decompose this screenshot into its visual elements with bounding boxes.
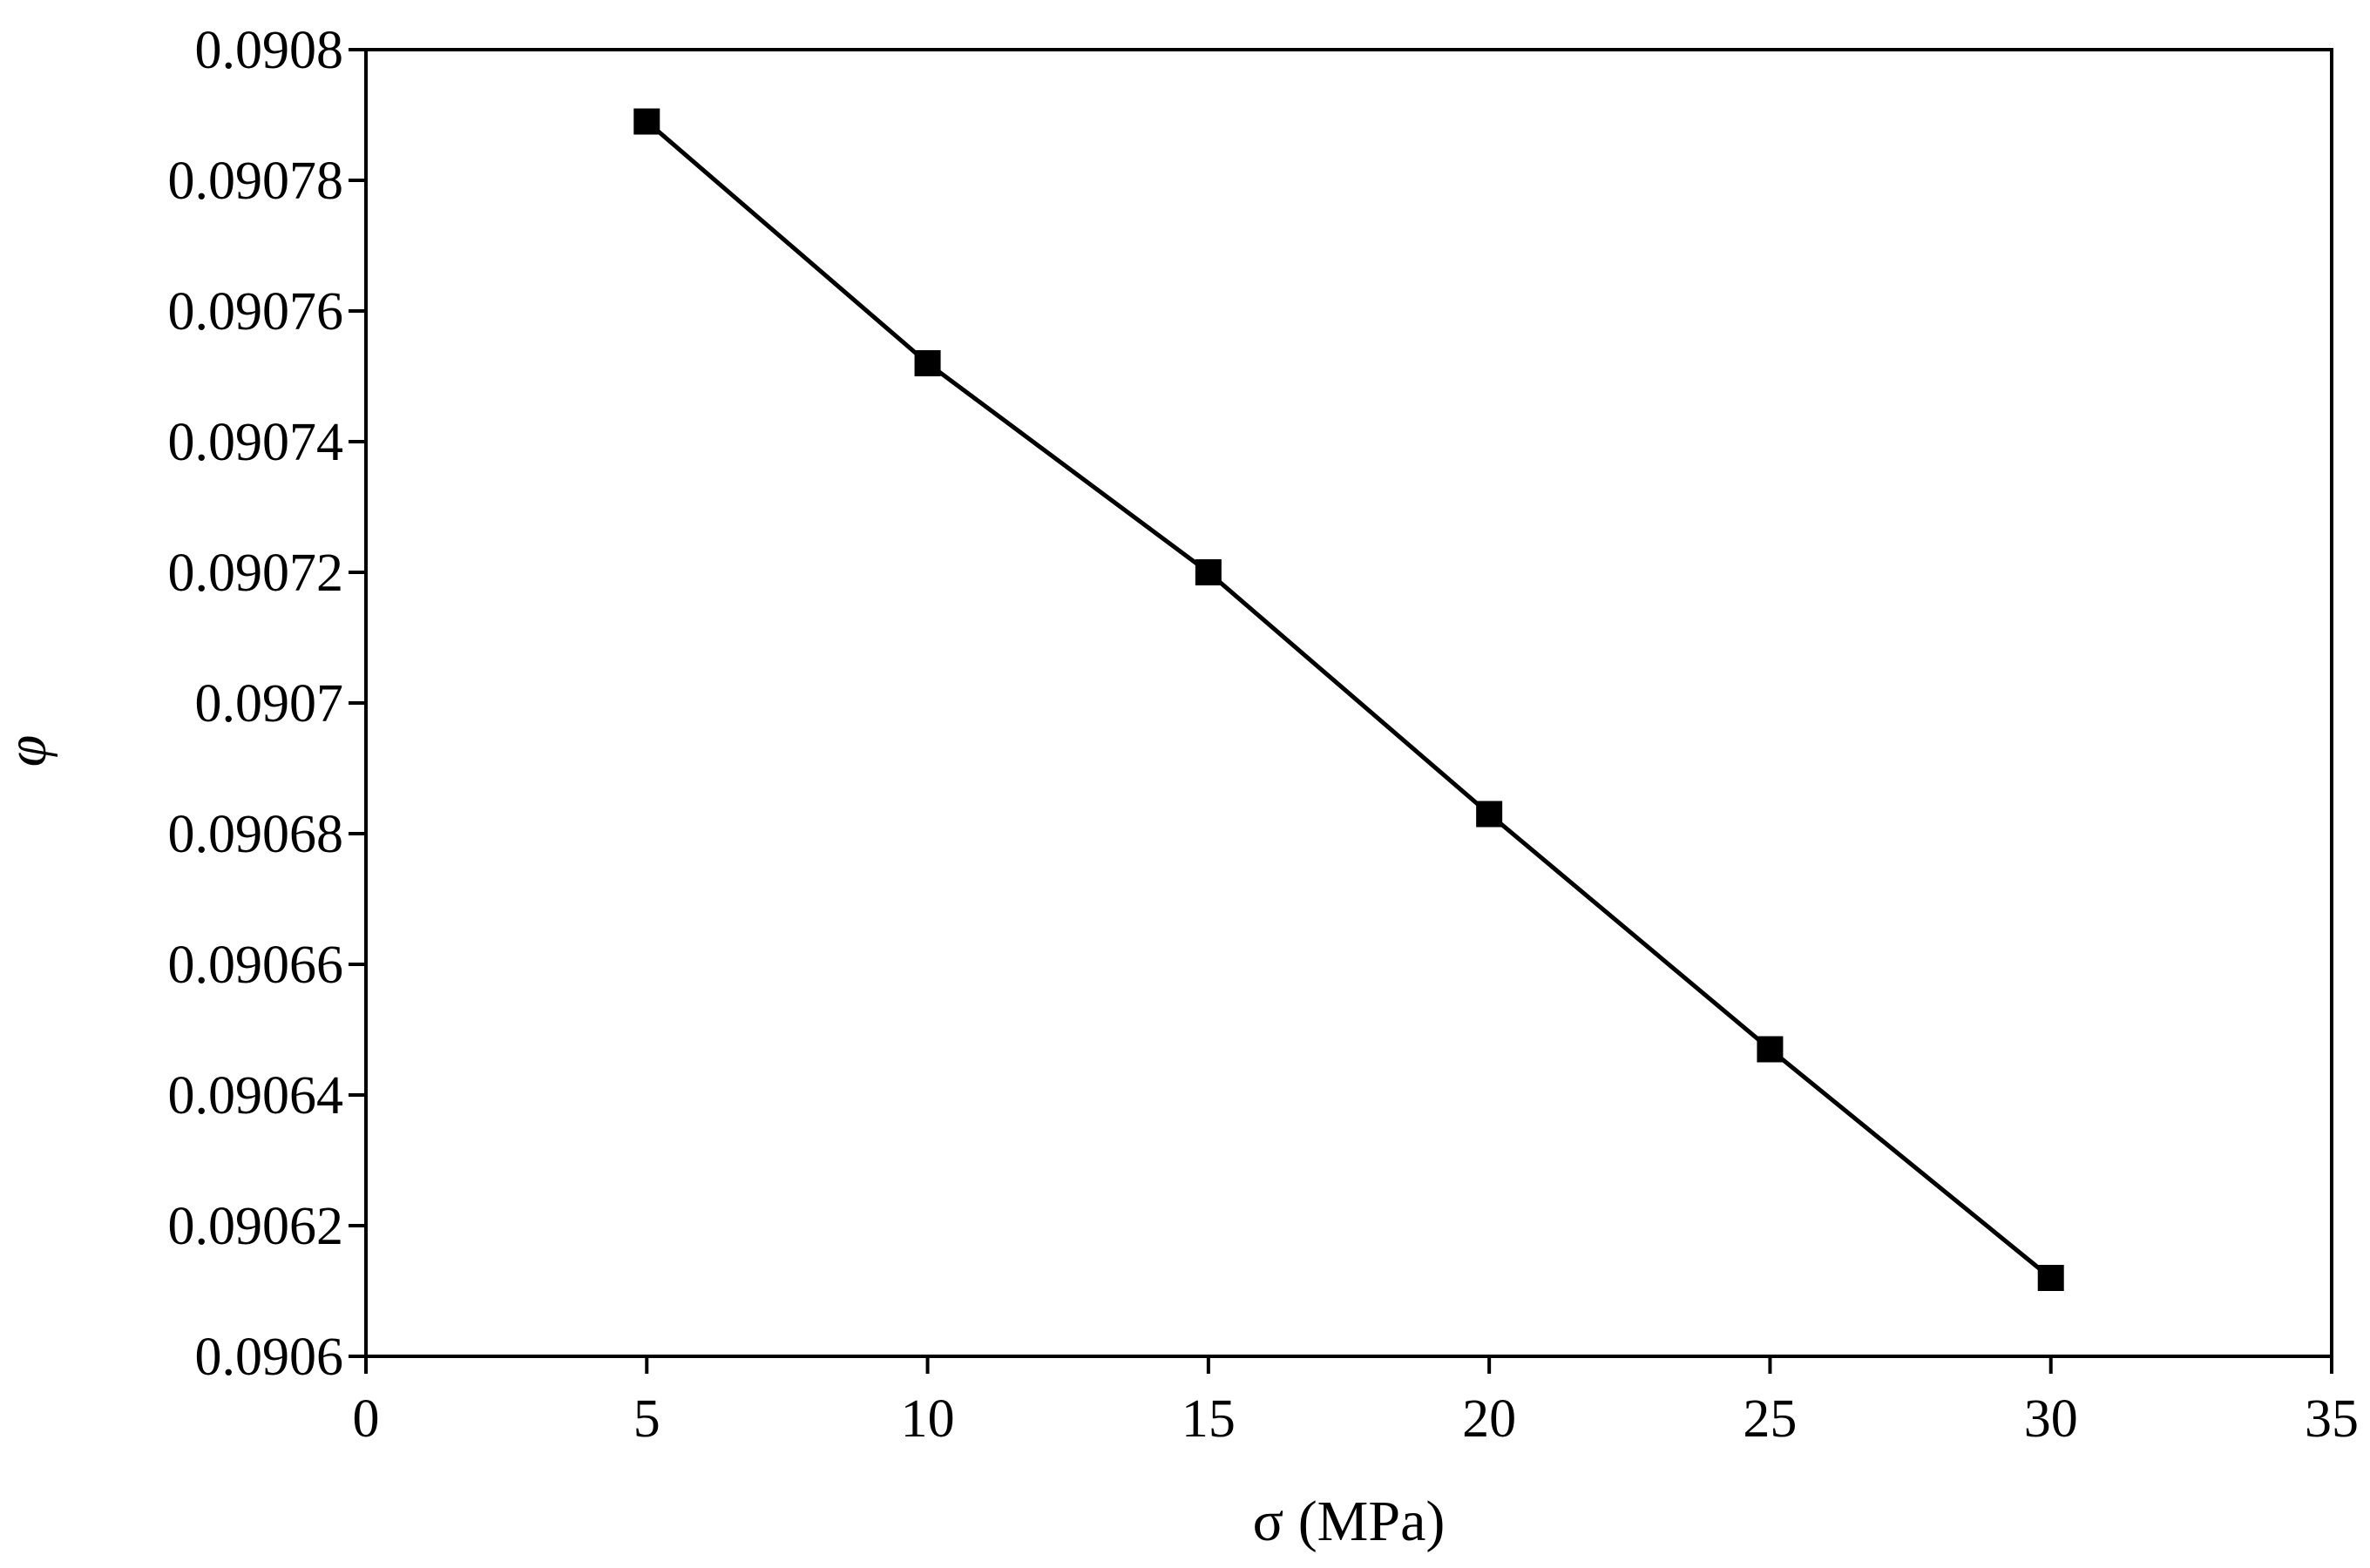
data-point-0-4 bbox=[1757, 1036, 1784, 1063]
x-tick-label-7: 35 bbox=[2305, 1389, 2359, 1449]
x-tick-label-4: 20 bbox=[1462, 1389, 1516, 1449]
data-point-0-2 bbox=[1195, 559, 1222, 585]
x-tick-label-3: 15 bbox=[1182, 1389, 1236, 1449]
data-point-0-1 bbox=[914, 350, 941, 376]
y-tick-label-7: 0.09074 bbox=[168, 413, 344, 472]
data-point-0-3 bbox=[1476, 801, 1503, 828]
y-tick-label-4: 0.09068 bbox=[168, 805, 344, 864]
y-tick-label-3: 0.09066 bbox=[168, 936, 344, 995]
y-axis-title: φ bbox=[0, 735, 58, 767]
y-tick-label-9: 0.09078 bbox=[168, 152, 344, 211]
x-axis-ticks: 0 5 10 15 20 25 30 35 bbox=[353, 1356, 2359, 1449]
data-point-0-0 bbox=[633, 108, 660, 135]
y-tick-label-6: 0.09072 bbox=[168, 544, 344, 603]
y-tick-label-0: 0.0906 bbox=[195, 1328, 344, 1387]
y-tick-label-8: 0.09076 bbox=[168, 282, 344, 341]
series-line-0 bbox=[645, 119, 2053, 1280]
x-axis-title: σ (MPa) bbox=[1253, 1490, 1446, 1553]
x-tick-label-1: 5 bbox=[633, 1389, 660, 1449]
y-tick-label-2: 0.09064 bbox=[168, 1066, 344, 1125]
y-tick-label-10: 0.0908 bbox=[195, 21, 344, 80]
series-layer bbox=[633, 108, 2064, 1291]
y-tick-label-1: 0.09062 bbox=[168, 1197, 344, 1256]
y-axis-ticks: 0.0906 0.09062 0.09064 0.09066 0.09068 0.0907… bbox=[168, 21, 366, 1387]
plot-area bbox=[364, 48, 2333, 1358]
data-point-0-5 bbox=[2037, 1265, 2064, 1291]
x-tick-label-0: 0 bbox=[353, 1389, 380, 1449]
x-tick-label-5: 25 bbox=[1743, 1389, 1797, 1449]
y-tick-label-5: 0.0907 bbox=[195, 674, 344, 733]
x-tick-label-2: 10 bbox=[901, 1389, 955, 1449]
x-tick-label-6: 30 bbox=[2024, 1389, 2078, 1449]
